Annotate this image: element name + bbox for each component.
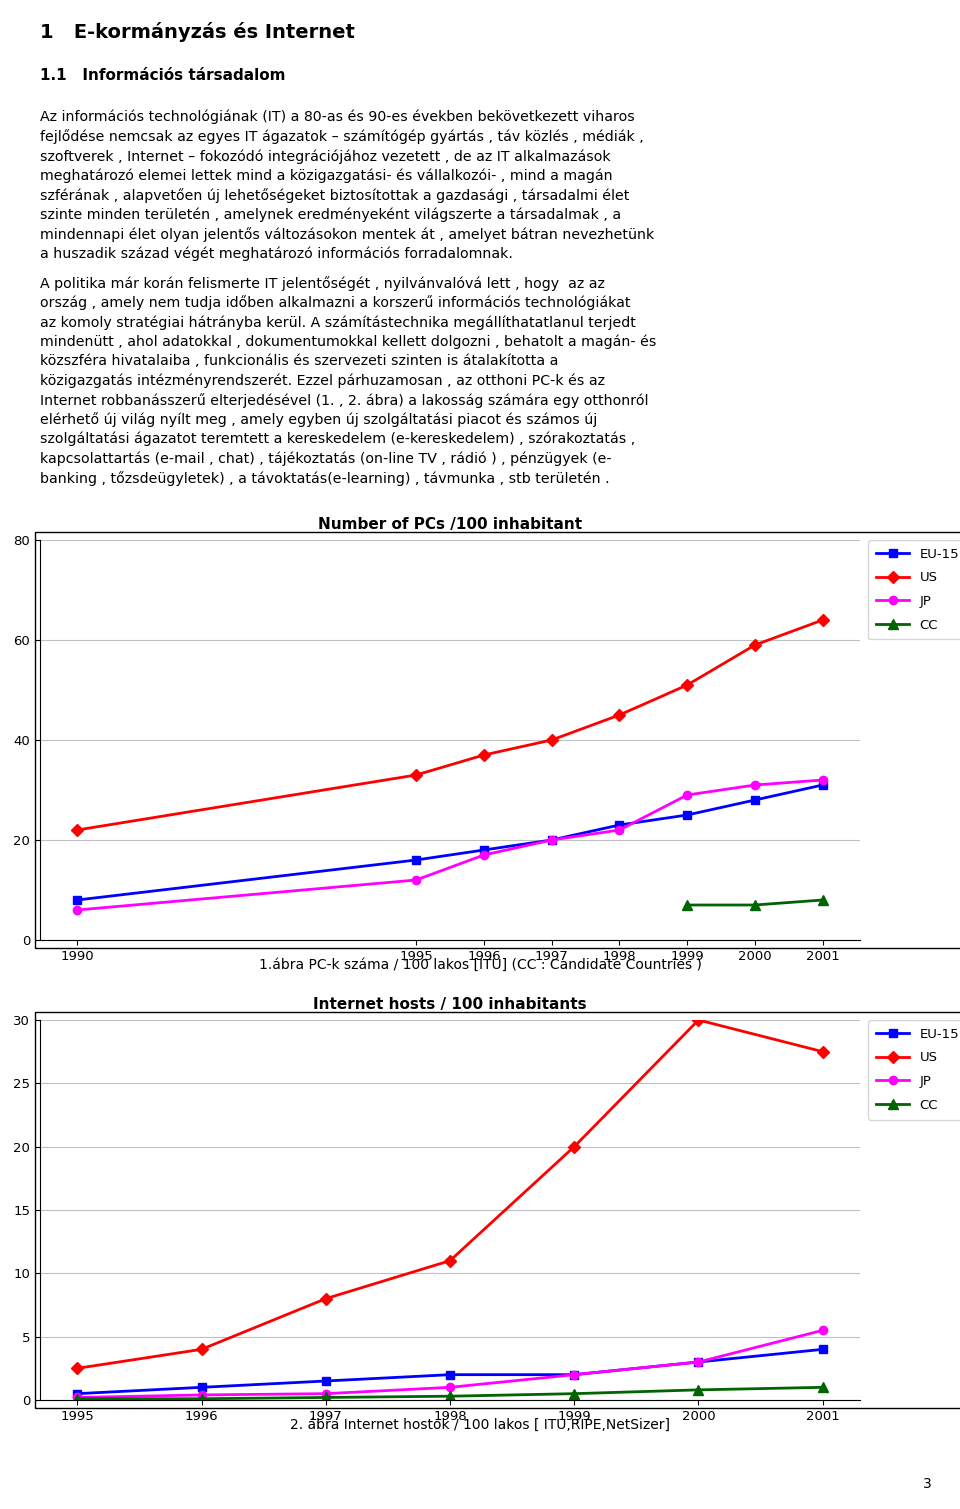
Legend: EU-15, US, JP, CC: EU-15, US, JP, CC (868, 1020, 960, 1120)
CC (749, 896, 760, 914)
Text: 2. ábra Internet hostok / 100 lakos [ ITU,RIPE,NetSizer]: 2. ábra Internet hostok / 100 lakos [ IT… (290, 1418, 670, 1432)
EU-15 (478, 841, 490, 859)
US (568, 1138, 580, 1156)
US (693, 1011, 705, 1029)
CC (568, 1385, 580, 1403)
Line: US: US (73, 616, 827, 834)
JP (546, 831, 558, 850)
US (682, 676, 693, 694)
JP (693, 1354, 705, 1372)
Text: meghatározó elemei lettek mind a közigazgatási- és vállalkozói- , mind a magán: meghatározó elemei lettek mind a közigaz… (40, 169, 612, 183)
US (817, 611, 828, 629)
CC (320, 1388, 331, 1406)
JP (478, 847, 490, 865)
EU-15 (546, 831, 558, 850)
Title: Internet hosts / 100 inhabitants: Internet hosts / 100 inhabitants (313, 997, 587, 1013)
EU-15 (196, 1378, 207, 1396)
EU-15 (693, 1354, 705, 1372)
Title: Number of PCs /100 inhabitant: Number of PCs /100 inhabitant (318, 518, 582, 531)
Line: CC: CC (72, 1382, 828, 1403)
Text: banking , tőzsdeügyletek) , a távoktatás(e-learning) , távmunka , stb területén : banking , tőzsdeügyletek) , a távoktatás… (40, 471, 610, 486)
JP (568, 1366, 580, 1384)
Text: 1.1   Információs társadalom: 1.1 Információs társadalom (40, 68, 285, 83)
JP (817, 771, 828, 789)
Text: ország , amely nem tudja időben alkalmazni a korszerű információs technológiákat: ország , amely nem tudja időben alkalmaz… (40, 296, 631, 311)
Line: JP: JP (73, 1326, 827, 1402)
US (546, 730, 558, 748)
Line: CC: CC (683, 895, 828, 910)
JP (613, 821, 625, 839)
EU-15 (613, 816, 625, 834)
EU-15 (444, 1366, 456, 1384)
CC (682, 896, 693, 914)
JP (71, 901, 83, 919)
US (320, 1290, 331, 1308)
Line: EU-15: EU-15 (73, 1345, 827, 1397)
Text: szolgáltatási ágazatot teremtett a kereskedelem (e-kereskedelem) , szórakoztatás: szolgáltatási ágazatot teremtett a keres… (40, 432, 636, 447)
Text: szoftverek , Internet – fokozódó integrációjához vezetett , de az IT alkalmazáso: szoftverek , Internet – fokozódó integrá… (40, 149, 611, 163)
EU-15 (410, 851, 421, 869)
EU-15 (71, 1385, 83, 1403)
JP (444, 1378, 456, 1396)
Text: az komoly stratégiai hátrányba kerül. A számítástechnika megállíthatatlanul terj: az komoly stratégiai hátrányba kerül. A … (40, 315, 636, 329)
US (478, 745, 490, 764)
EU-15 (817, 1340, 828, 1358)
Text: mindennapi élet olyan jelentős változásokon mentek át , amelyet bátran nevezhetü: mindennapi élet olyan jelentős változáso… (40, 226, 655, 241)
EU-15 (568, 1366, 580, 1384)
Line: EU-15: EU-15 (73, 780, 827, 904)
EU-15 (817, 776, 828, 794)
Text: a huszadik század végét meghatározó információs forradalomnak.: a huszadik század végét meghatározó info… (40, 246, 513, 261)
Text: közszféra hivatalaiba , funkcionális és szervezeti szinten is átalakította a: közszféra hivatalaiba , funkcionális és … (40, 355, 559, 368)
US (196, 1340, 207, 1358)
CC (817, 1378, 828, 1396)
US (410, 767, 421, 785)
US (71, 821, 83, 839)
Text: közigazgatás intézményrendszerét. Ezzel párhuzamosan , az otthoni PC-k és az: közigazgatás intézményrendszerét. Ezzel … (40, 374, 605, 388)
JP (320, 1385, 331, 1403)
Text: Internet robbanásszerű elterjedésével (1. , 2. ábra) a lakosság számára egy otth: Internet robbanásszerű elterjedésével (1… (40, 392, 649, 407)
Text: 3: 3 (923, 1477, 931, 1491)
Text: mindenütt , ahol adatokkal , dokumentumokkal kellett dolgozni , behatolt a magán: mindenütt , ahol adatokkal , dokumentumo… (40, 335, 657, 349)
CC (444, 1387, 456, 1405)
EU-15 (320, 1372, 331, 1390)
Line: JP: JP (73, 776, 827, 914)
Text: szinte minden területén , amelynek eredményeként világszerte a társadalmak , a: szinte minden területén , amelynek eredm… (40, 208, 621, 222)
CC (693, 1381, 705, 1399)
JP (749, 776, 760, 794)
JP (817, 1322, 828, 1340)
JP (410, 871, 421, 889)
EU-15 (749, 791, 760, 809)
CC (71, 1390, 83, 1408)
US (444, 1251, 456, 1269)
US (613, 706, 625, 724)
CC (196, 1390, 207, 1408)
Text: A politika már korán felismerte IT jelentőségét , nyilvánvalóvá lett , hogy  az : A politika már korán felismerte IT jelen… (40, 276, 605, 291)
US (817, 1043, 828, 1061)
EU-15 (71, 890, 83, 908)
JP (196, 1385, 207, 1403)
US (749, 635, 760, 653)
CC (817, 890, 828, 908)
JP (682, 786, 693, 804)
Text: fejlődése nemcsak az egyes IT ágazatok – számítógép gyártás , táv közlés , médiá: fejlődése nemcsak az egyes IT ágazatok –… (40, 130, 644, 145)
JP (71, 1388, 83, 1406)
Text: szférának , alapvetően új lehetőségeket biztosítottak a gazdasági , társadalmi é: szférának , alapvetően új lehetőségeket … (40, 189, 630, 202)
Legend: EU-15, US, JP, CC: EU-15, US, JP, CC (868, 540, 960, 640)
US (71, 1360, 83, 1378)
Line: US: US (73, 1016, 827, 1373)
Text: elérhető új világ nyílt meg , amely egyben új szolgáltatási piacot és számos új: elérhető új világ nyílt meg , amely egyb… (40, 412, 597, 427)
EU-15 (682, 806, 693, 824)
Text: 1   E-kormányzás és Internet: 1 E-kormányzás és Internet (40, 23, 355, 42)
Text: 1.ábra PC-k száma / 100 lakos [ITU] (CC : Candidate Countries ): 1.ábra PC-k száma / 100 lakos [ITU] (CC … (258, 958, 702, 972)
Text: Az információs technológiának (IT) a 80-as és 90-es években bekövetkezett viharo: Az információs technológiának (IT) a 80-… (40, 110, 635, 125)
Text: kapcsolattartás (e-mail , chat) , tájékoztatás (on-line TV , rádió ) , pénzügyek: kapcsolattartás (e-mail , chat) , tájéko… (40, 451, 612, 466)
